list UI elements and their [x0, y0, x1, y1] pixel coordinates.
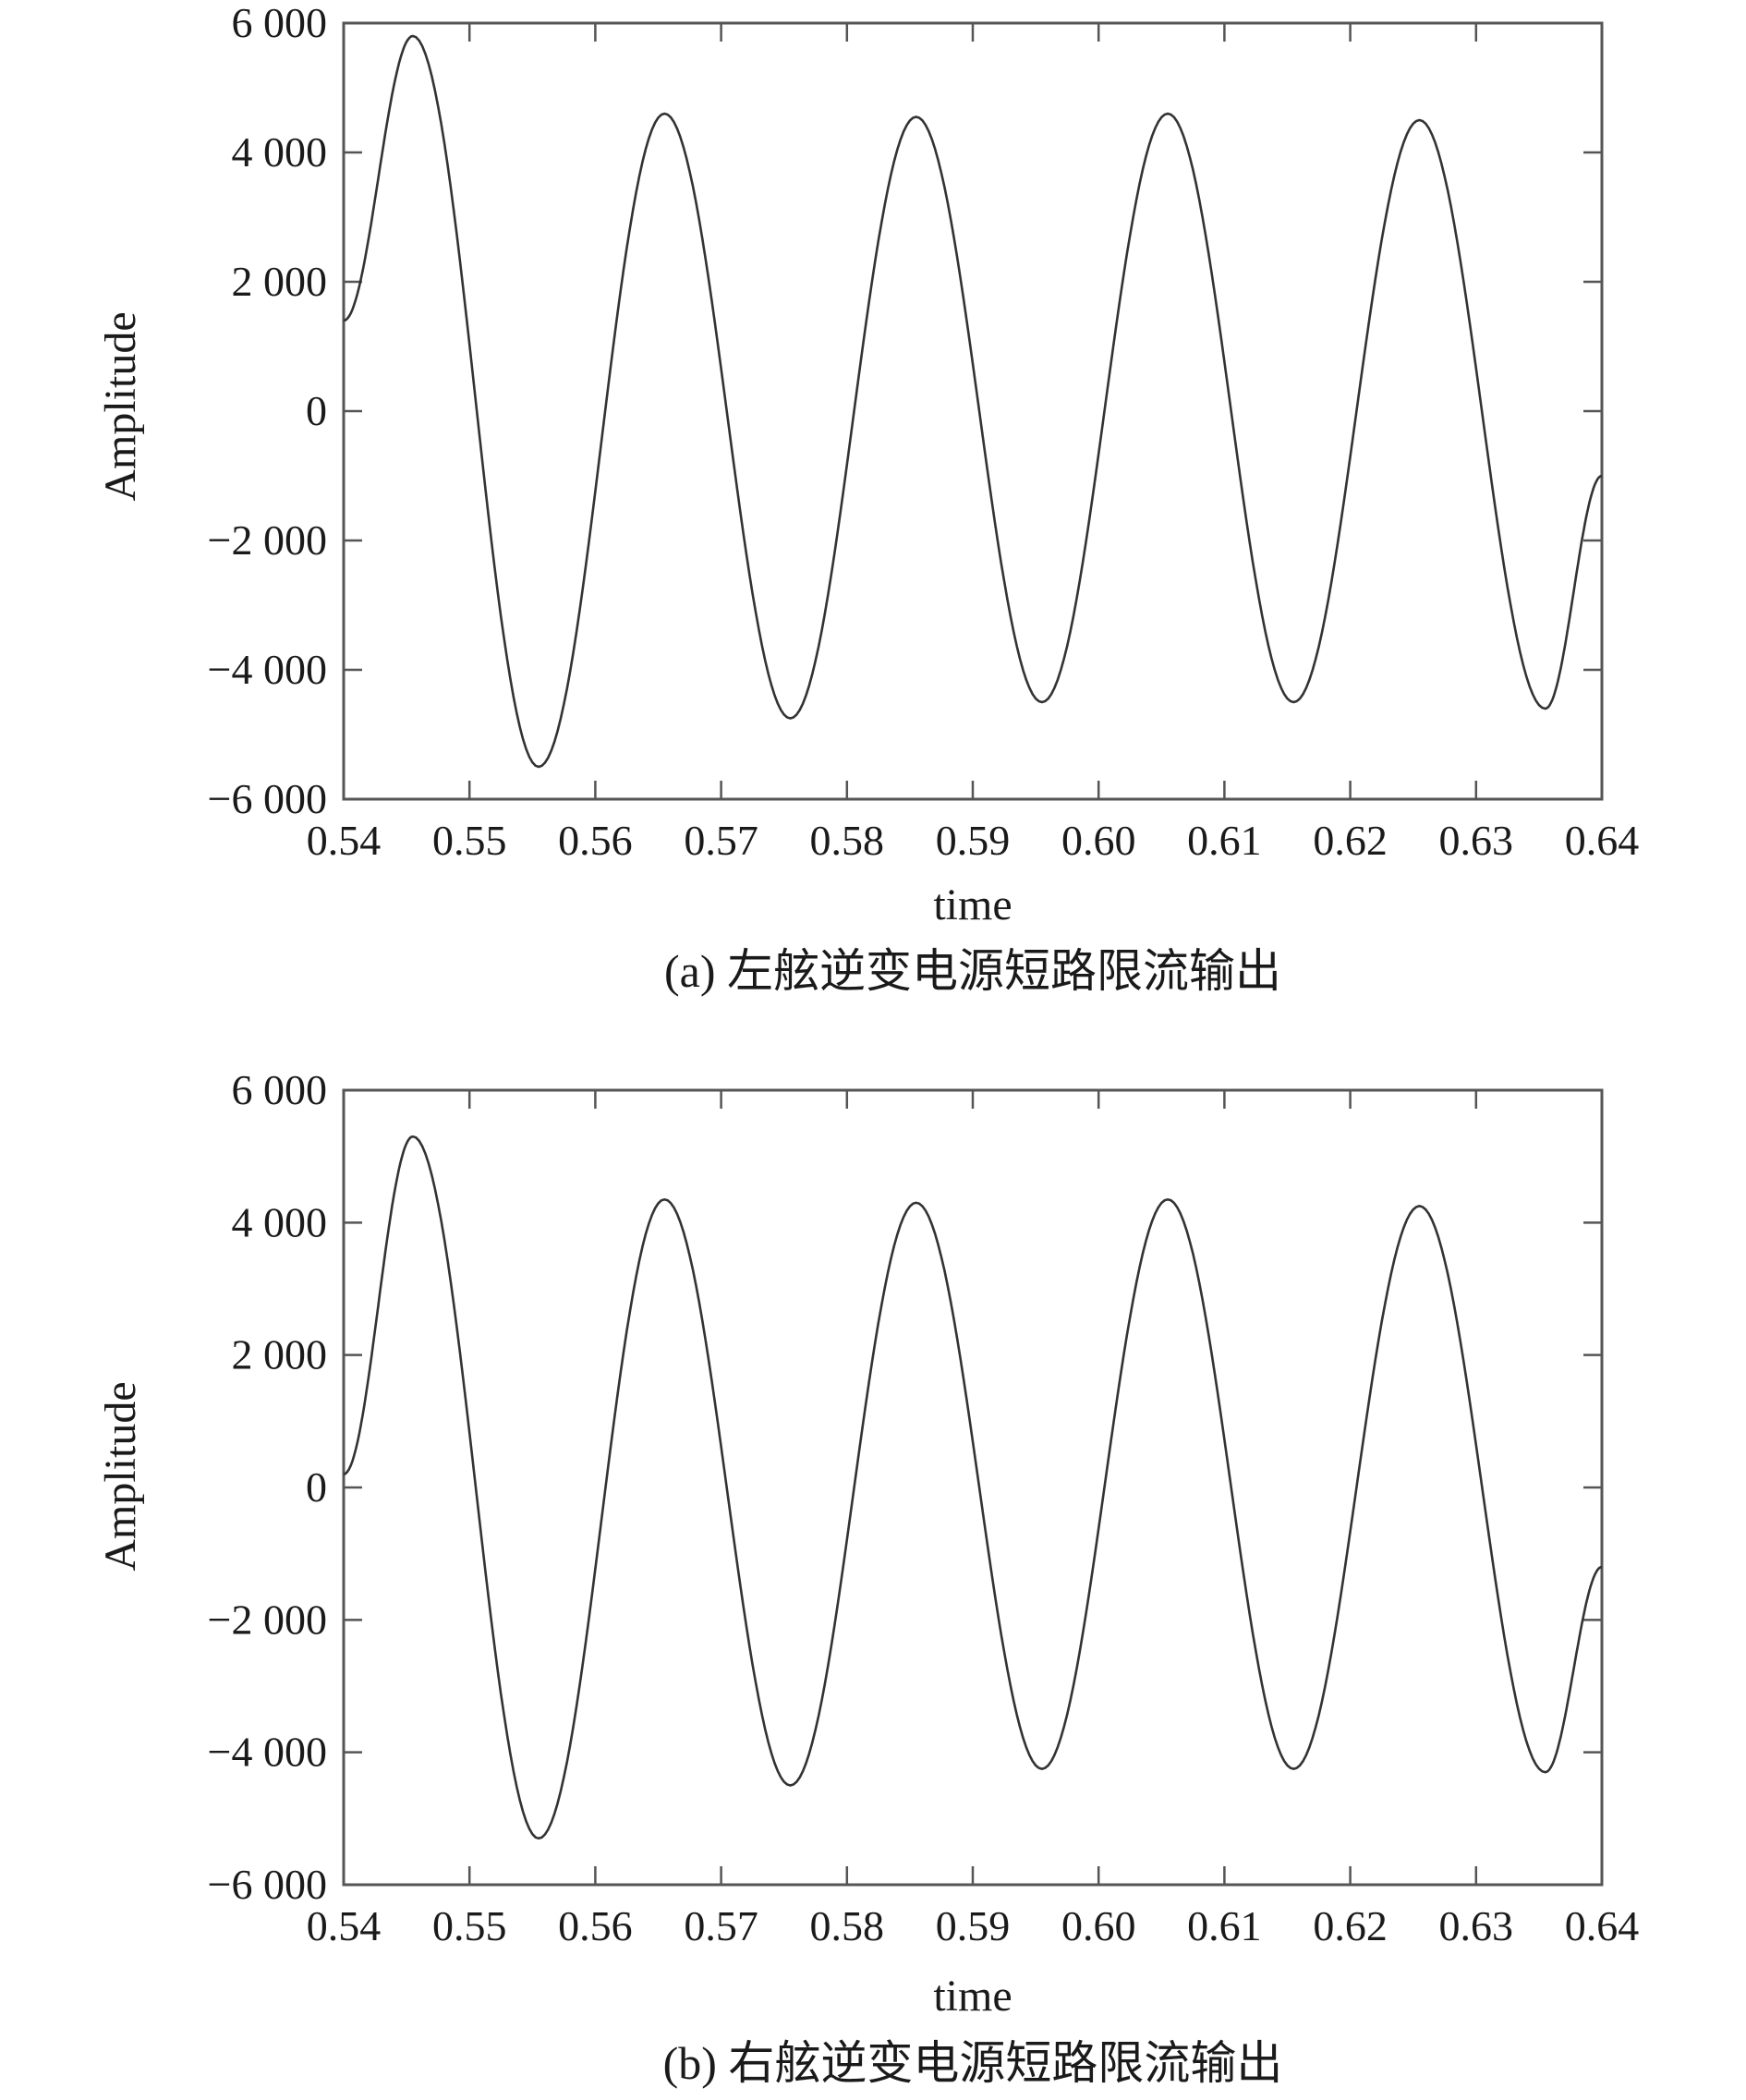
- x-tick-label: 0.59: [936, 817, 1011, 864]
- x-tick-label: 0.61: [1187, 817, 1262, 864]
- y-tick-label: 0: [306, 1463, 327, 1511]
- y-tick-label: 6 000: [232, 0, 328, 46]
- x-tick-label: 0.60: [1061, 817, 1136, 864]
- x-tick-label: 0.54: [307, 1902, 382, 1949]
- x-tick-label: 0.55: [432, 817, 507, 864]
- plot-frame: [342, 21, 1604, 801]
- y-tick-label: 6 000: [232, 1066, 328, 1113]
- y-tick-label: 2 000: [232, 1331, 328, 1378]
- x-tick-label: 0.62: [1313, 1902, 1388, 1949]
- panel-caption: (a) 左舷逆变电源短路限流输出: [664, 945, 1281, 997]
- y-tick-label: −4 000: [208, 1729, 327, 1776]
- x-tick-label: 0.61: [1187, 1902, 1262, 1949]
- x-tick-labels: 0.54 0.55 0.56 0.57 0.58 0.59 0.60 0.61 0.62 0.63…: [307, 817, 1640, 864]
- x-tick-label: 0.58: [810, 817, 885, 864]
- y-tick-label: 0: [306, 387, 327, 434]
- y-tick-label: 4 000: [232, 128, 328, 176]
- x-tick-label: 0.56: [558, 817, 633, 864]
- y-tick-labels: 6 000 4 000 2 000 0 −2 000 −4 000 −6 000: [208, 0, 327, 822]
- x-tick-label: 0.54: [307, 817, 382, 864]
- tick-marks: [342, 21, 1604, 801]
- x-axis-title: time: [933, 1972, 1012, 2021]
- x-tick-label: 0.64: [1565, 817, 1640, 864]
- tick-marks: [342, 1088, 1604, 1887]
- x-tick-label: 0.60: [1061, 1902, 1136, 1949]
- y-tick-label: 4 000: [232, 1198, 328, 1245]
- y-tick-label: −6 000: [208, 775, 327, 822]
- x-tick-label: 0.63: [1439, 1902, 1514, 1949]
- panel-caption: (b) 右舷逆变电源短路限流输出: [663, 2037, 1283, 2089]
- x-tick-label: 0.59: [936, 1902, 1011, 1949]
- series-line: [343, 34, 1603, 769]
- x-tick-label: 0.56: [558, 1902, 633, 1949]
- y-tick-labels: 6 000 4 000 2 000 0 −2 000 −4 000 −6 000: [208, 1066, 327, 1908]
- y-tick-label: 2 000: [232, 258, 328, 305]
- y-tick-label: −2 000: [208, 516, 327, 564]
- x-tick-label: 0.57: [684, 817, 758, 864]
- x-tick-label: 0.62: [1313, 817, 1388, 864]
- x-tick-label: 0.55: [432, 1902, 507, 1949]
- y-axis-title: Amplitude: [96, 311, 145, 501]
- y-tick-label: −4 000: [208, 646, 327, 693]
- x-tick-label: 0.58: [810, 1902, 885, 1949]
- series-line: [343, 1135, 1603, 1840]
- x-tick-label: 0.64: [1565, 1902, 1640, 1949]
- x-tick-labels: 0.54 0.55 0.56 0.57 0.58 0.59 0.60 0.61 0.62 0.63…: [307, 1902, 1640, 1949]
- y-tick-label: −6 000: [208, 1861, 327, 1908]
- x-axis-title: time: [933, 880, 1012, 929]
- x-tick-label: 0.63: [1439, 817, 1514, 864]
- y-axis-title: Amplitude: [96, 1381, 145, 1571]
- x-tick-label: 0.57: [684, 1902, 758, 1949]
- y-tick-label: −2 000: [208, 1596, 327, 1643]
